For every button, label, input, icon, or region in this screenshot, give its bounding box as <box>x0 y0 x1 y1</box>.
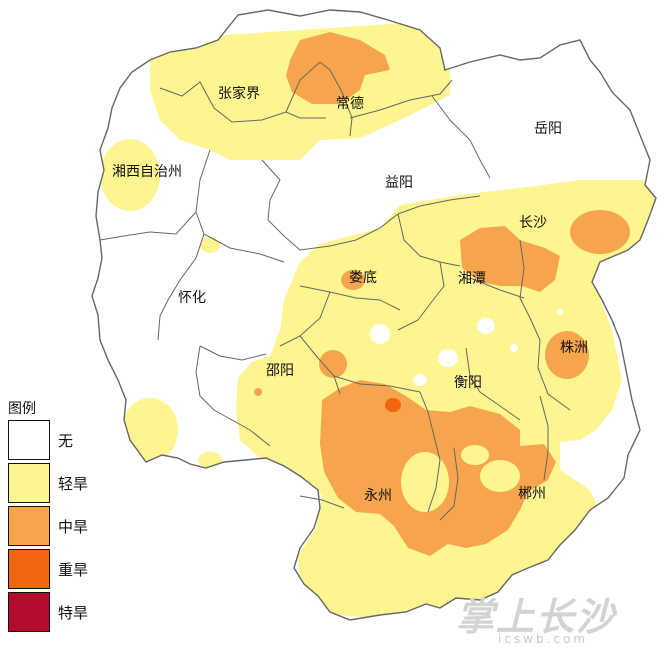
city-label-changde: 常德 <box>336 96 364 112</box>
legend-swatch-moderate <box>8 506 50 546</box>
no-drought-holes <box>370 309 563 386</box>
watermark-url: icswb.com <box>498 632 589 646</box>
city-labels: 张家界 常德 岳阳 湘西自治州 益阳 长沙 娄底 湘潭 怀化 株洲 邵阳 衡阳 … <box>112 85 588 504</box>
city-label-yongzhou: 永州 <box>364 488 392 504</box>
light-inner-patches <box>401 445 520 512</box>
legend-swatch-severe <box>8 549 50 589</box>
legend-swatch-none <box>8 420 50 460</box>
city-label-shaoyang: 邵阳 <box>266 363 294 379</box>
moderate-drought-zones <box>254 32 630 556</box>
city-label-zhuzhou: 株洲 <box>560 340 588 356</box>
legend-label-none: 无 <box>58 432 74 450</box>
prefecture-boundaries <box>99 61 571 521</box>
legend-swatch-light <box>8 463 50 503</box>
city-label-huaihua: 怀化 <box>178 290 206 306</box>
legend-label-extreme: 特旱 <box>58 604 89 622</box>
watermark-logo: 掌上长沙 <box>456 595 617 639</box>
city-label-yiyang: 益阳 <box>385 175 413 191</box>
legend-label-severe: 重旱 <box>58 561 89 579</box>
legend-title: 图例 <box>8 401 36 417</box>
legend-label-light: 轻旱 <box>58 475 89 493</box>
city-label-yueyang: 岳阳 <box>534 121 562 137</box>
severe-drought-zone <box>385 398 401 412</box>
province-outline <box>91 9 657 621</box>
city-label-zhangjiajie: 张家界 <box>218 85 260 102</box>
city-label-loudi: 娄底 <box>349 270 377 286</box>
legend-label-moderate: 中旱 <box>58 518 89 536</box>
city-label-xiangxi: 湘西自治州 <box>112 164 182 180</box>
city-label-changsha: 长沙 <box>519 215 547 231</box>
legend-swatch-extreme <box>8 592 50 632</box>
city-label-chenzhou: 郴州 <box>518 486 546 502</box>
city-label-xiangtan: 湘潭 <box>458 270 486 287</box>
city-label-hengyang: 衡阳 <box>454 375 482 391</box>
